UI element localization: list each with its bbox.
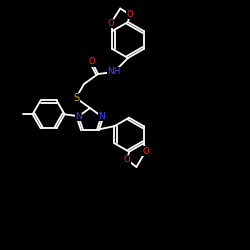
Text: N: N <box>75 112 82 121</box>
Text: O: O <box>89 58 95 66</box>
Text: NH: NH <box>107 68 121 76</box>
Text: O: O <box>126 10 133 19</box>
Text: O: O <box>108 19 114 28</box>
Text: S: S <box>73 93 79 103</box>
Text: N: N <box>98 112 105 121</box>
Text: O: O <box>124 156 130 164</box>
Text: O: O <box>142 147 149 156</box>
